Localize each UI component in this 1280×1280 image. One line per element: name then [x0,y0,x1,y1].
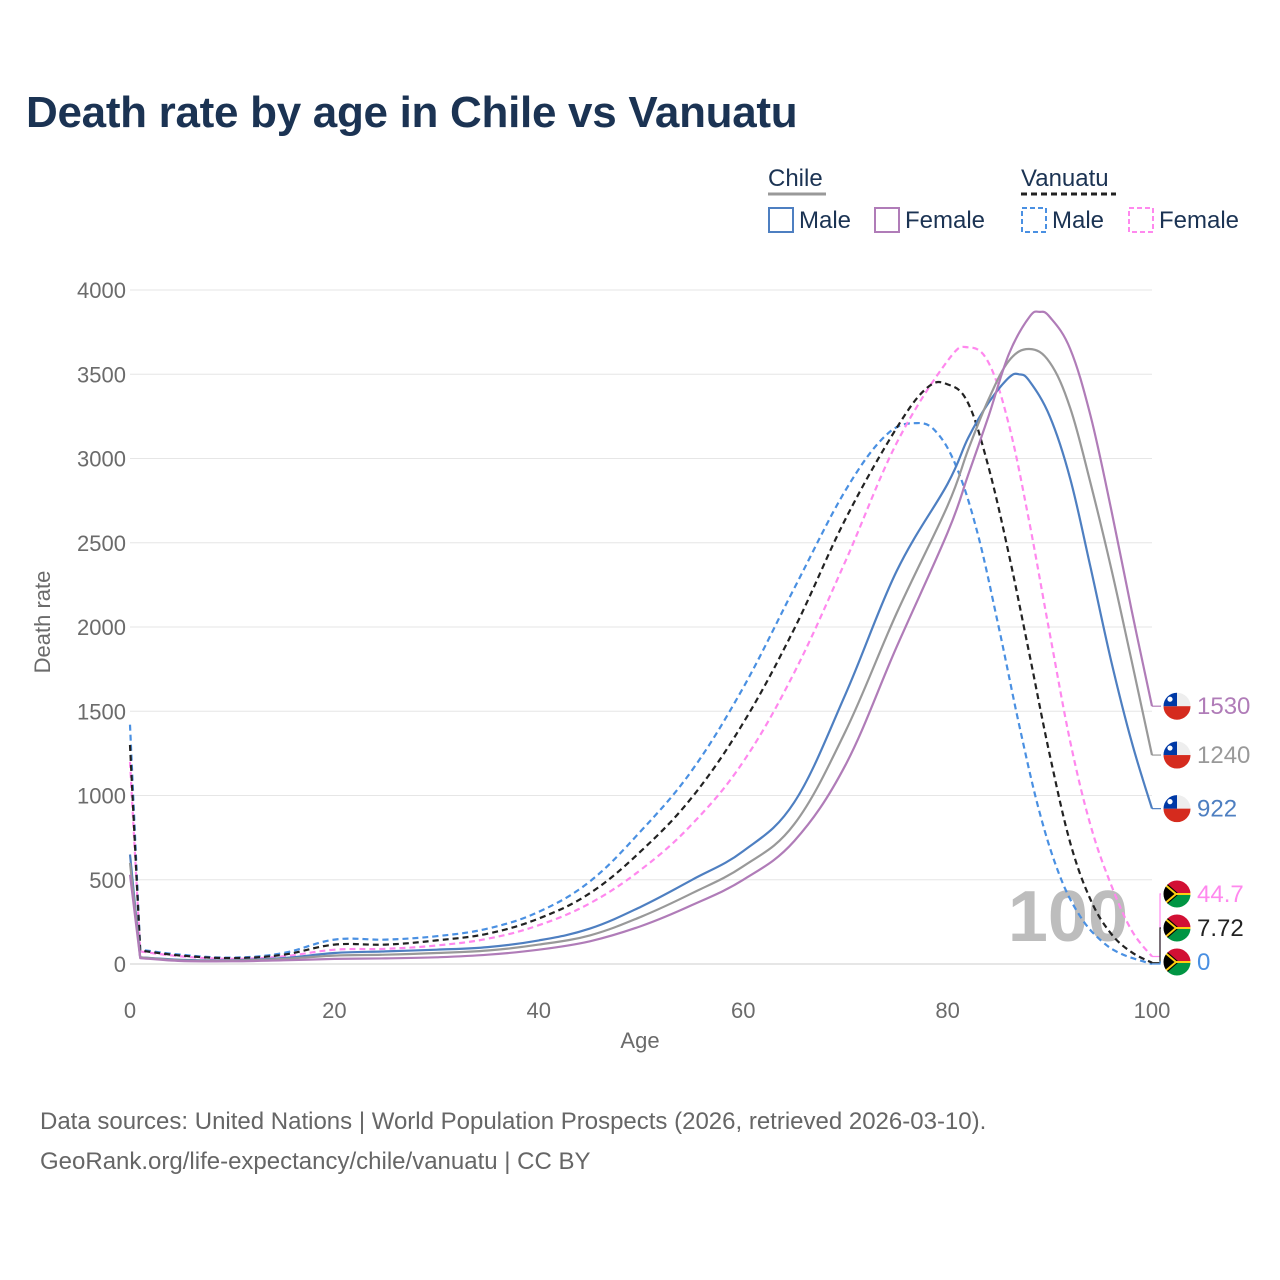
end-markers: 1530 1240 922 44.7 7.72 0 [1152,691,1250,977]
end-label-vanuatu-female: 44.7 [1197,881,1244,908]
legend: Chile Male Female Vanuatu Male Female [768,165,1239,234]
y-tick-label: 3500 [77,362,126,387]
x-tick-label: 80 [935,998,959,1023]
footer-source: Data sources: United Nations | World Pop… [40,1108,987,1135]
end-label-chile-total: 1240 [1197,742,1250,769]
legend-group-vanuatu[interactable]: Vanuatu Male Female [1021,165,1239,234]
series-layer [128,310,1154,966]
series-line-vanuatu-male[interactable] [128,421,1153,966]
y-tick-label: 2000 [77,615,126,640]
y-axis-title: Death rate [30,571,55,674]
series-line-vanuatu-female[interactable] [128,345,1153,960]
y-tick-label: 500 [89,868,126,893]
legend-swatch-vanuatu-female [1128,207,1154,233]
end-connector-vanuatu-female [1152,893,1161,958]
series-line-chile-total[interactable] [128,347,1154,962]
gridlines [130,289,1152,965]
watermark: 100 [1008,877,1128,957]
y-tick-label: 1500 [77,699,126,724]
chile-flag-icon [1162,691,1192,721]
legend-group-chile[interactable]: Chile Male Female [768,165,985,234]
vanuatu-flag-icon [1162,913,1192,943]
legend-swatch-vanuatu-male [1021,207,1047,233]
y-tick-label: 4000 [77,278,126,303]
x-tick-label: 60 [731,998,755,1023]
series-line-chile-female[interactable] [128,310,1154,963]
end-label-vanuatu-total: 7.72 [1197,915,1244,942]
tick-labels: 0 500 1000 1500 2000 2500 3000 3500 4000 0 20 40 60 8… [77,278,1170,1023]
end-label-chile-male: 922 [1197,796,1237,823]
x-tick-label: 20 [322,998,346,1023]
series-line-vanuatu-total[interactable] [128,380,1153,964]
vanuatu-flag-icon [1162,947,1192,977]
chart-title: Death rate by age in Chile vs Vanuatu [26,88,798,137]
end-label-chile-female: 1530 [1197,693,1250,720]
legend-swatch-chile-male [768,207,794,233]
footer-link[interactable]: GeoRank.org/life-expectancy/chile/vanuat… [40,1148,591,1175]
x-tick-label: 40 [527,998,551,1023]
legend-group-title-vanuatu: Vanuatu [1021,165,1109,192]
y-tick-label: 1000 [77,784,126,809]
end-connector-vanuatu-male [1152,961,1161,965]
y-tick-label: 2500 [77,531,126,556]
x-tick-label: 0 [124,998,136,1023]
vanuatu-flag-icon [1162,879,1192,909]
x-tick-label: 100 [1134,998,1171,1023]
legend-label-chile-female: Female [905,207,985,234]
legend-label-vanuatu-female: Female [1159,207,1239,234]
end-label-vanuatu-male: 0 [1197,949,1210,976]
x-axis-title: Age [620,1028,659,1053]
series-line-chile-male[interactable] [128,372,1154,962]
legend-swatch-chile-female [874,207,900,233]
end-connector-vanuatu-total [1152,927,1161,964]
chile-flag-icon [1162,794,1192,824]
y-tick-label: 0 [114,952,126,977]
legend-label-vanuatu-male: Male [1052,207,1104,234]
legend-group-title-chile: Chile [768,165,823,192]
y-tick-label: 3000 [77,447,126,472]
chile-flag-icon [1162,740,1192,770]
legend-label-chile-male: Male [799,207,851,234]
